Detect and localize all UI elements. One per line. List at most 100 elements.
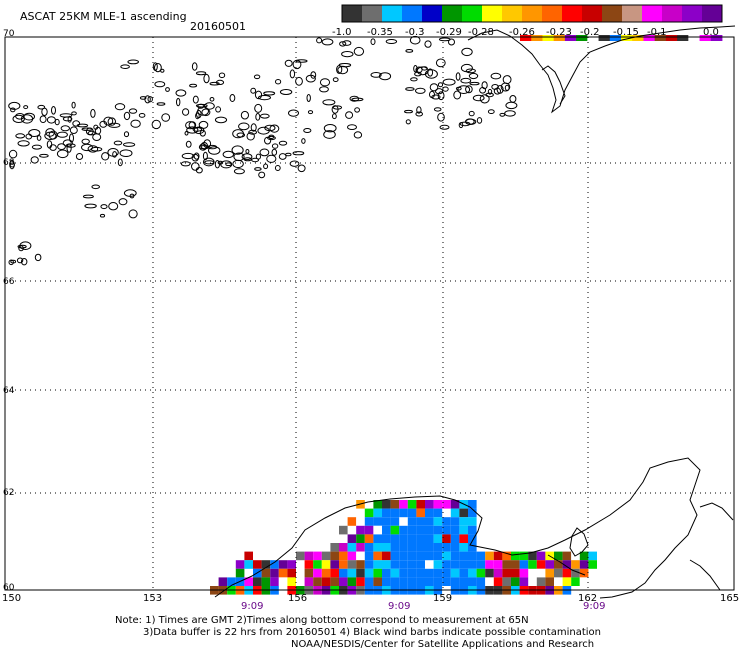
data-pixel	[468, 577, 477, 586]
ice-contour	[431, 94, 441, 100]
data-pixel	[399, 534, 408, 543]
ice-contour	[416, 106, 422, 114]
data-pixel	[571, 577, 580, 586]
ice-contour	[409, 35, 421, 45]
ice-contour	[191, 162, 200, 171]
ice-contour	[37, 104, 46, 110]
ice-contour	[209, 81, 220, 86]
data-pixel	[511, 568, 520, 578]
ice-contour	[342, 40, 352, 46]
ice-contour	[49, 144, 57, 151]
ice-contour	[297, 164, 306, 173]
ice-contour	[455, 72, 461, 81]
colorbar-label: -0.29	[436, 27, 462, 38]
ice-contour	[274, 165, 281, 171]
ice-contour	[10, 259, 17, 264]
ice-contour	[491, 84, 499, 90]
data-pixel	[554, 568, 563, 578]
ice-contour	[23, 112, 36, 121]
data-pixel	[339, 577, 348, 586]
ice-contour	[17, 140, 30, 147]
ice-contour	[16, 257, 24, 264]
spit-coast	[547, 554, 586, 576]
ice-contour	[469, 81, 480, 86]
colorbar-swatch	[602, 5, 623, 22]
data-pixel	[278, 577, 288, 586]
colorbar-swatch	[502, 5, 523, 22]
ice-contour	[91, 184, 100, 190]
ice-contour	[12, 114, 25, 124]
ice-contour	[127, 59, 139, 65]
footer-note-line2: 3)Data buffer is 22 hrs from 20160501 4)…	[143, 627, 601, 638]
data-pixel	[416, 517, 425, 526]
data-pixel	[416, 577, 425, 586]
ice-contour	[130, 119, 141, 128]
ice-contour	[240, 110, 249, 120]
data-pixel	[511, 551, 520, 561]
ice-contour	[71, 101, 76, 109]
colorbar-label: -0.1	[647, 27, 667, 38]
ice-contour	[87, 145, 99, 153]
ice-contour	[90, 108, 96, 118]
scatterometer-pixels	[210, 500, 597, 595]
ice-contour	[429, 83, 439, 92]
ice-contour	[188, 121, 197, 129]
data-pixel	[339, 568, 348, 578]
ice-contour	[336, 65, 343, 74]
ice-contour	[289, 69, 296, 79]
data-pixel	[493, 560, 503, 569]
data-pixel	[579, 577, 589, 586]
ice-contour	[57, 143, 66, 151]
ice-contour	[295, 59, 308, 63]
ice-contour	[123, 142, 136, 147]
ice-contour	[448, 38, 455, 46]
data-pixel	[536, 568, 546, 578]
data-pixel	[382, 500, 391, 509]
ice-contour	[413, 65, 418, 73]
ice-contour	[34, 253, 42, 262]
data-pixel	[382, 534, 391, 543]
data-pixel	[493, 568, 503, 578]
data-pixel	[304, 577, 314, 586]
ice-contour	[107, 117, 117, 126]
ice-contour	[185, 140, 192, 148]
ice-contour	[222, 150, 235, 159]
data-pixel	[536, 577, 546, 586]
ice-contour	[332, 113, 337, 120]
data-pixel	[321, 577, 331, 586]
data-pixel	[330, 577, 339, 586]
ice-contour	[39, 115, 47, 123]
ice-contour	[433, 107, 442, 112]
data-pixel	[433, 534, 443, 543]
ice-contour	[351, 97, 364, 102]
data-pixel	[502, 568, 511, 578]
footer-credit: NOAA/NESDIS/Center for Satellite Applica…	[291, 639, 594, 650]
data-pixel	[278, 560, 288, 569]
ice-contour	[75, 153, 84, 160]
data-pixel	[339, 543, 348, 552]
longitude-label: 156	[288, 593, 307, 604]
data-pixel	[450, 577, 460, 586]
data-pixel	[571, 568, 580, 578]
data-pixel	[373, 551, 382, 561]
data-pixel	[588, 551, 597, 561]
ice-contour	[203, 139, 212, 149]
data-pixel	[425, 577, 434, 586]
data-pixel	[390, 560, 400, 569]
data-pixel	[364, 551, 374, 561]
ice-contour	[69, 133, 74, 143]
ice-contour	[435, 58, 446, 68]
data-pixel	[218, 577, 228, 586]
ice-contour	[264, 124, 276, 132]
data-pixel	[425, 508, 434, 518]
data-pixel	[390, 543, 400, 552]
data-pixel	[407, 500, 417, 509]
ice-contour	[202, 151, 208, 161]
colorbar-lower-swatch	[688, 35, 700, 41]
data-pixel	[459, 560, 468, 569]
colorbar-lower-swatch	[677, 35, 689, 41]
data-pixel	[450, 500, 460, 509]
ice-contour	[31, 144, 43, 150]
ice-contour	[268, 134, 275, 140]
longitude-label: 162	[578, 593, 597, 604]
